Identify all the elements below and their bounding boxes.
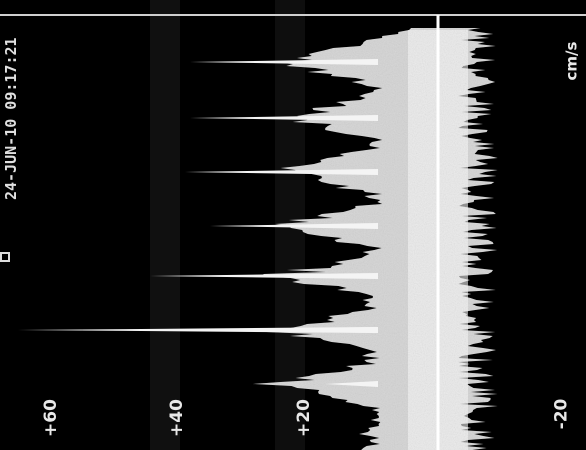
spike-2 bbox=[185, 169, 378, 175]
systolic-spikes bbox=[18, 59, 378, 387]
tick-label-minus20: -20 bbox=[551, 398, 572, 430]
spike-4 bbox=[150, 273, 378, 279]
marker-box-icon bbox=[0, 252, 10, 262]
spike-6 bbox=[325, 381, 378, 387]
timestamp-label: 24-JUN-10 09:17:21 bbox=[2, 37, 20, 200]
unit-label: cm/s bbox=[562, 41, 581, 81]
spike-3 bbox=[210, 223, 378, 229]
spike-1 bbox=[190, 115, 378, 121]
tick-label-plus40: +40 bbox=[166, 399, 187, 437]
grid-band-40 bbox=[150, 0, 180, 450]
tick-label-plus20: +20 bbox=[293, 399, 314, 437]
spike-7 bbox=[18, 327, 378, 333]
spike-0 bbox=[190, 59, 378, 65]
tick-label-plus60: +60 bbox=[40, 399, 61, 437]
